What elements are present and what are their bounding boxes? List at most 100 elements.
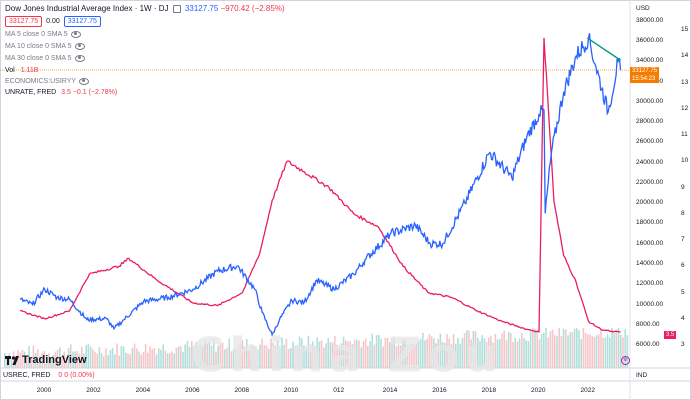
volume-bar: [186, 340, 189, 368]
volume-bar: [125, 352, 127, 368]
unrate-legend[interactable]: UNRATE, FRED 3.5 −0.1 (−2.78%): [5, 88, 117, 98]
ma10-label: MA 10 close 0 SMA 5: [5, 43, 72, 50]
volume-bar: [433, 338, 435, 368]
volume-bar: [615, 329, 618, 368]
volume-bar: [70, 344, 72, 368]
volume-bar: [118, 355, 120, 368]
volume-bar: [378, 334, 380, 368]
volume-bar: [287, 348, 290, 368]
sell-pill[interactable]: 33127.75: [5, 16, 43, 27]
time-tick-label: 2004: [135, 387, 151, 394]
time-tick-label: 2006: [185, 387, 200, 394]
settings-icon[interactable]: [172, 4, 181, 13]
gear-icon[interactable]: ⚙: [621, 356, 630, 365]
dji-line[interactable]: [19, 33, 622, 337]
axis-unit[interactable]: USD: [636, 5, 650, 12]
volume-bar: [369, 341, 371, 368]
volume-bar: [373, 344, 376, 368]
ma5-legend[interactable]: MA 5 close 0 SMA 5: [5, 30, 81, 40]
volume-bar: [459, 343, 461, 368]
volume-bar: [230, 351, 233, 368]
eye-icon[interactable]: [74, 54, 85, 62]
price-tick-label: 36000.00: [636, 37, 664, 44]
volume-bar: [85, 345, 87, 368]
volume-bar: [325, 343, 327, 368]
ma30-label: MA 30 close 0 SMA 5: [5, 55, 72, 62]
volume-bar: [114, 354, 116, 368]
volume-bar: [468, 330, 470, 368]
volume-bar: [21, 350, 24, 368]
economics-legend[interactable]: ECONOMICS:USIRYY: [5, 77, 90, 87]
buy-pill[interactable]: 33127.75: [63, 16, 101, 27]
volume-bar: [59, 347, 61, 368]
price-tick-label: 10000.00: [636, 300, 664, 308]
volume-bar: [153, 348, 156, 368]
symbol-legend[interactable]: Dow Jones Industrial Average Index · 1W …: [5, 4, 285, 14]
brand-name: TradingView: [22, 354, 87, 366]
volume-bar: [518, 338, 521, 368]
volume-bar: [441, 341, 444, 368]
volume-bar: [573, 328, 576, 368]
eye-icon[interactable]: [74, 42, 85, 50]
unrate-tick-label: 15: [681, 26, 689, 33]
volume-bar: [391, 338, 393, 368]
price-tick-label: 28000.00: [636, 118, 664, 126]
time-tick-label: 2020: [531, 387, 546, 394]
volume-bar: [254, 346, 257, 368]
volume-bar: [221, 342, 224, 368]
volume-bar: [395, 346, 398, 368]
volume-bar: [243, 346, 246, 368]
volume-bar: [620, 334, 622, 368]
volume-bar: [162, 344, 164, 368]
eye-icon[interactable]: [79, 77, 90, 85]
volume-bar: [144, 344, 147, 368]
ma10-legend[interactable]: MA 10 close 0 SMA 5: [5, 42, 85, 52]
price-tick-label: 16000.00: [636, 239, 664, 247]
volume-bar: [81, 346, 83, 368]
unrate-tick-label: 6: [681, 262, 685, 270]
volume-bar: [268, 348, 270, 368]
volume-bar: [510, 333, 512, 368]
time-tick-label: 2010: [283, 387, 299, 394]
volume-bar: [494, 334, 497, 368]
volume-bar: [169, 353, 171, 368]
tradingview-logo[interactable]: TradingView: [5, 354, 87, 366]
volume-bar: [411, 343, 413, 368]
tradingview-logo-icon: [5, 355, 19, 365]
volume-bar: [470, 339, 472, 368]
volume-bar: [565, 329, 567, 368]
volume-bar: [543, 332, 545, 368]
volume-bar: [276, 340, 279, 368]
volume-bar: [382, 346, 384, 368]
price-tick-label: 34000.00: [636, 57, 664, 65]
symbol-title[interactable]: Dow Jones Industrial Average Index · 1W …: [5, 4, 169, 13]
time-tick-label: 2008: [234, 387, 249, 394]
volume-legend[interactable]: Vol 1.11B: [5, 66, 38, 76]
eye-icon[interactable]: [70, 30, 81, 38]
volume-bar: [347, 341, 349, 368]
volume-bar: [397, 344, 400, 368]
volume-label: Vol: [5, 67, 15, 74]
volume-bar: [417, 341, 420, 368]
volume-bar: [294, 345, 296, 368]
unrate-line[interactable]: [19, 37, 621, 333]
price-tick-label: 6000.00: [636, 341, 660, 348]
volume-bar: [314, 347, 316, 368]
volume-bar: [481, 335, 483, 368]
ma30-legend[interactable]: MA 30 close 0 SMA 5: [5, 54, 85, 64]
volume-bar: [485, 341, 488, 368]
volume-bar: [389, 342, 391, 368]
unrate-tick-label: 10: [681, 157, 689, 165]
volume-bar: [138, 351, 140, 368]
volume-bar: [380, 338, 382, 368]
usrec-legend[interactable]: USREC, FRED 0 0 (0.00%): [3, 372, 95, 379]
trend-line[interactable]: [586, 37, 621, 61]
volume-bar: [30, 357, 32, 368]
volume-bar: [52, 355, 54, 368]
volume-bar: [100, 352, 103, 368]
price-tick-label: 22000.00: [636, 178, 664, 186]
volume-bar: [131, 348, 134, 368]
price-pills: 33127.75 0.00 33127.75: [5, 16, 101, 27]
volume-bar: [228, 338, 230, 368]
